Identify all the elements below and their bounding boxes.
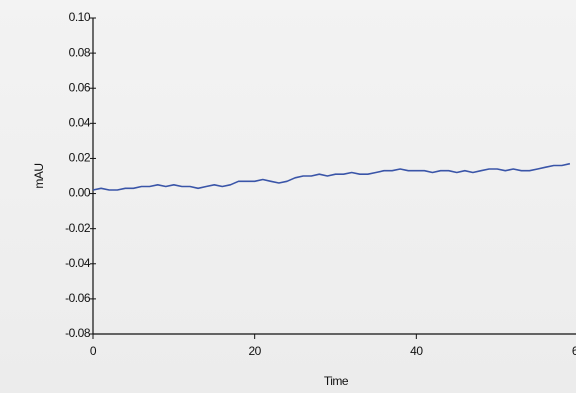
y-tick-label: -0.04 bbox=[65, 256, 91, 270]
x-tick-label: 40 bbox=[410, 344, 423, 358]
y-tick-label: 0.08 bbox=[69, 45, 91, 59]
y-tick-label: -0.08 bbox=[65, 326, 91, 340]
x-axis-label: Time bbox=[324, 374, 349, 388]
y-tick-label: 0.02 bbox=[69, 151, 91, 165]
x-tick-label: 0 bbox=[90, 344, 97, 358]
data-line bbox=[92, 162, 571, 191]
y-tick-label: -0.06 bbox=[65, 291, 91, 305]
x-tick-label: 60 bbox=[572, 344, 576, 358]
x-tick-label: 20 bbox=[248, 344, 261, 358]
y-tick-label: 0.00 bbox=[69, 186, 91, 200]
y-tick-label: -0.02 bbox=[65, 221, 91, 235]
y-tick-label: 0.04 bbox=[69, 116, 91, 130]
y-tick-label: 0.10 bbox=[69, 10, 91, 24]
y-tick-label: 0.06 bbox=[69, 80, 91, 94]
y-axis-label: mAU bbox=[32, 163, 46, 188]
